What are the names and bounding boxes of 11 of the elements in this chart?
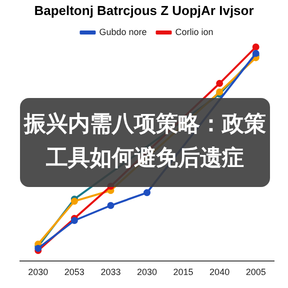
x-tick-label: 2033 [100,267,121,278]
annotation: 振兴内需八项策略：政策工具如何避免后遗症 [20,98,270,187]
x-tick-label: 2053 [64,267,84,278]
legend-label: Corlio ion [175,26,214,37]
x-tick-label: 2030 [136,267,158,278]
legend-label: Gubdo nore [99,26,147,37]
x-tick-label: 2040 [210,267,230,278]
x-tick-label: 2030 [28,267,48,278]
x-tick-label: 2005 [246,267,266,278]
x-tick-label: 2015 [173,267,194,278]
chart-title: Bapeltonj Batrcjous Z UopjAr Ivjsor [33,3,255,18]
